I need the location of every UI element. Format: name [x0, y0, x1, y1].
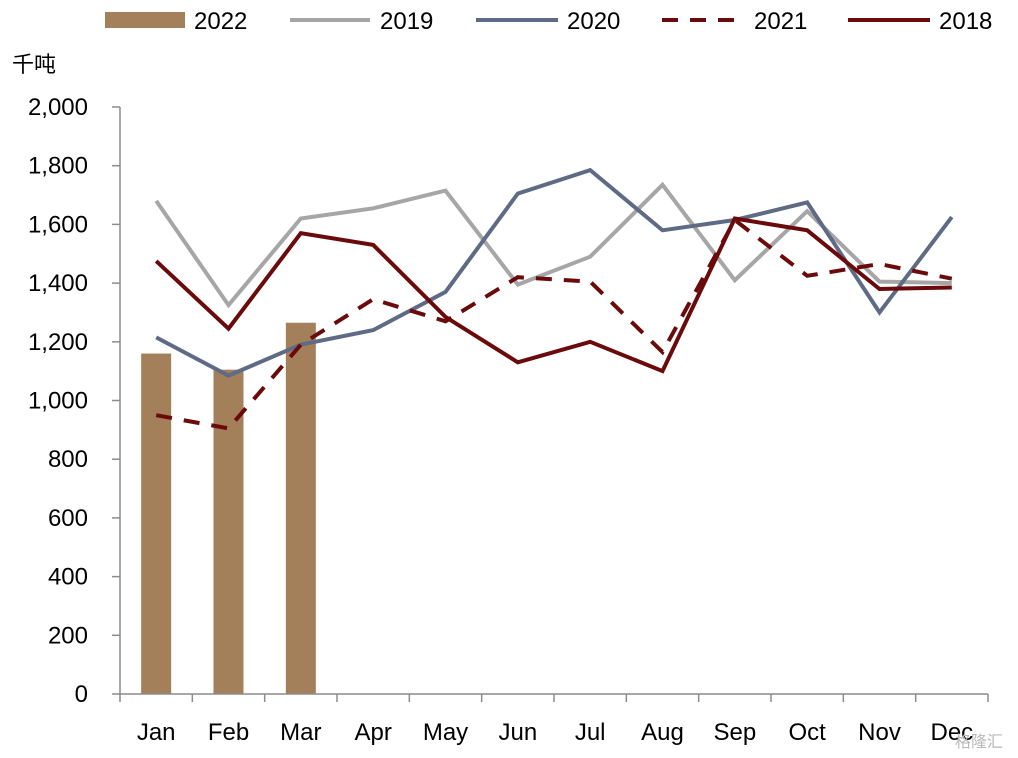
- bar-2022-Mar: [285, 322, 316, 694]
- y-tick-label: 400: [48, 564, 88, 591]
- y-tick-label: 1,400: [28, 270, 88, 297]
- x-tick-label: Sep: [713, 719, 756, 746]
- x-tick-label: Aug: [641, 719, 684, 746]
- x-tick-label: May: [423, 719, 468, 746]
- line-2018: [154, 216, 952, 374]
- y-tick-label: 200: [48, 622, 88, 649]
- axes: 0 200 400 600 800 1,000 1,200 1,400 1,600 1,800 2,…: [28, 94, 989, 746]
- x-tick-label: Jun: [498, 719, 537, 746]
- x-tick-label: Oct: [788, 719, 826, 746]
- x-tick-label: Nov: [858, 719, 901, 746]
- y-axis-unit: 千吨: [12, 53, 56, 78]
- x-tick-label: Mar: [280, 719, 321, 746]
- legend-label-2022: 2022: [194, 8, 247, 35]
- legend-label-2021: 2021: [754, 8, 807, 35]
- y-tick-label: 600: [48, 505, 88, 532]
- x-tick-label: Apr: [354, 719, 391, 746]
- y-tick-label: 1,200: [28, 329, 88, 356]
- bar-2022-Feb: [213, 369, 244, 694]
- x-tick-label: Jan: [137, 719, 176, 746]
- y-tick-label: 1,800: [28, 153, 88, 180]
- y-tick-label: 800: [48, 446, 88, 473]
- x-tick-label: Jul: [575, 719, 606, 746]
- line-2020: [155, 167, 954, 378]
- x-tick-label: Feb: [208, 719, 249, 746]
- y-tick-label: 2,000: [28, 94, 88, 121]
- watermark: 格隆汇: [955, 732, 1003, 751]
- legend: 2022 2019 2020 2021 2018: [105, 8, 992, 35]
- line-series: [154, 167, 954, 431]
- bar-2022-Jan: [141, 353, 172, 694]
- x-tick-label: Dec: [930, 719, 973, 746]
- legend-label-2018: 2018: [939, 8, 992, 35]
- y-tick-label: 0: [75, 681, 88, 708]
- legend-swatch-2022: [105, 12, 185, 28]
- bar-series: [141, 322, 316, 694]
- y-tick-label: 1,000: [28, 388, 88, 415]
- y-tick-label: 1,600: [28, 211, 88, 238]
- line-2019: [154, 181, 952, 309]
- legend-label-2019: 2019: [380, 8, 433, 35]
- legend-label-2020: 2020: [567, 8, 620, 35]
